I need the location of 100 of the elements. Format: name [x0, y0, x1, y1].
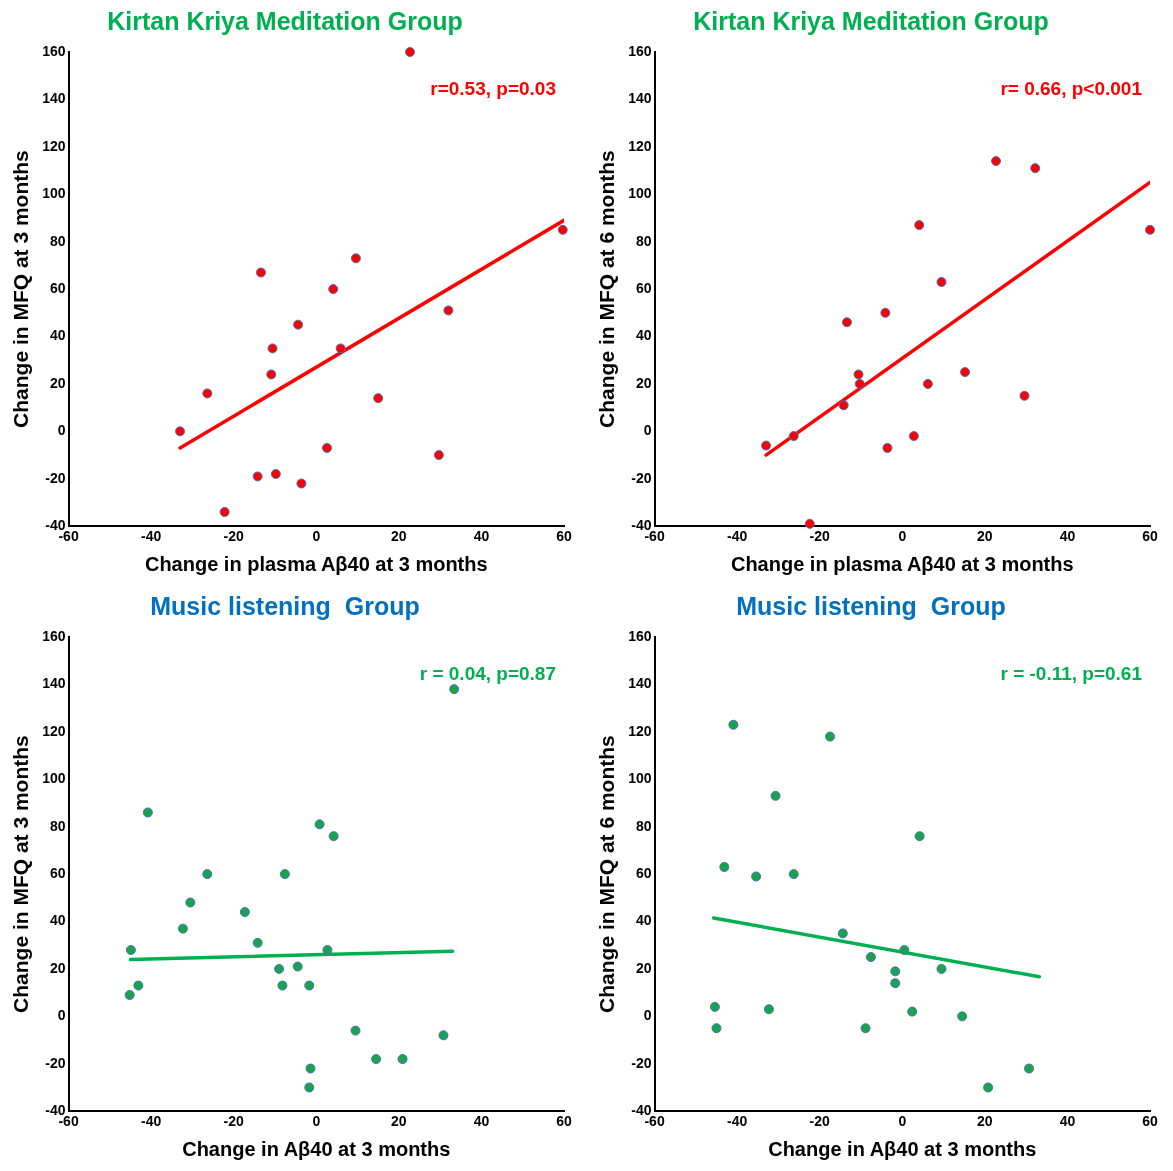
- x-tick-label: -40: [727, 1113, 748, 1130]
- point: [914, 831, 925, 842]
- x-tick-label: 60: [556, 1113, 572, 1130]
- x-tick-label: 40: [473, 528, 490, 545]
- x-tick-label: -20: [223, 1113, 245, 1130]
- x-tick-label: -40: [727, 528, 748, 545]
- point: [373, 393, 384, 404]
- y-tick-label: -20: [45, 469, 66, 486]
- y-tick-label: 140: [42, 90, 66, 107]
- point: [880, 307, 891, 318]
- y-tick-label: 40: [49, 327, 66, 344]
- point: [825, 731, 836, 742]
- y-tick-label: 60: [635, 279, 652, 296]
- point: [322, 944, 333, 955]
- point: [350, 1025, 361, 1036]
- point: [314, 819, 325, 830]
- x-axis-title: Change in plasma Aβ40 at 3 months: [144, 552, 488, 575]
- y-tick-label: 80: [635, 817, 652, 834]
- x-tick-label: 60: [556, 528, 572, 545]
- point: [983, 1082, 994, 1093]
- x-tick-label: 0: [898, 528, 907, 545]
- point: [202, 388, 213, 399]
- point: [292, 961, 303, 972]
- point: [328, 284, 339, 295]
- y-tick-label: 140: [628, 675, 652, 692]
- point: [1030, 163, 1041, 174]
- point: [860, 1023, 871, 1034]
- point: [728, 719, 739, 730]
- point: [350, 253, 361, 264]
- x-tick-label: -20: [809, 1113, 831, 1130]
- point: [335, 343, 346, 354]
- y-tick-label: 0: [57, 1007, 66, 1024]
- y-tick-label: -20: [631, 1054, 652, 1071]
- point: [202, 869, 213, 880]
- point: [252, 937, 263, 948]
- y-tick-label: 160: [628, 42, 652, 59]
- y-tick-label: 160: [628, 627, 652, 644]
- x-tick-label: 40: [473, 1113, 490, 1130]
- point: [936, 963, 947, 974]
- point: [709, 1001, 720, 1012]
- point: [788, 431, 799, 442]
- point: [1145, 224, 1155, 235]
- point: [854, 378, 865, 389]
- y-tick-label: 20: [49, 374, 66, 391]
- y-tick-label: 100: [628, 185, 652, 202]
- y-tick-label: 100: [42, 185, 66, 202]
- point: [890, 966, 901, 977]
- point: [914, 220, 925, 231]
- point: [305, 1063, 316, 1074]
- y-tick-label: 40: [49, 912, 66, 929]
- point: [270, 469, 281, 480]
- y-tick-label: 120: [42, 137, 66, 154]
- point: [175, 426, 186, 437]
- annotation: r = -0.11, p=0.61: [1000, 662, 1143, 684]
- point: [433, 450, 444, 461]
- point: [960, 367, 971, 378]
- y-tick-label: 40: [635, 327, 652, 344]
- y-tick-label: 140: [628, 90, 652, 107]
- point: [865, 952, 876, 963]
- point: [322, 442, 333, 453]
- point: [177, 923, 188, 934]
- point: [443, 305, 454, 316]
- point: [274, 963, 285, 974]
- point: [936, 276, 947, 287]
- chart-title: Music listening Group: [150, 591, 420, 620]
- point: [124, 990, 135, 1001]
- chart-title: Music listening Group: [736, 591, 1006, 620]
- point: [804, 518, 815, 529]
- point: [142, 807, 153, 818]
- chart-title: Kirtan Kriya Meditation Group: [107, 6, 463, 35]
- point: [719, 861, 730, 872]
- x-axis-title: Change in Aβ40 at 3 months: [768, 1137, 1037, 1160]
- point: [557, 224, 568, 235]
- y-tick-label: 100: [42, 770, 66, 787]
- point: [255, 267, 266, 278]
- annotation: r= 0.66, p<0.001: [1000, 77, 1143, 99]
- x-axis-title: Change in Aβ40 at 3 months: [182, 1137, 451, 1160]
- point: [449, 684, 460, 695]
- y-tick-label: 20: [635, 374, 652, 391]
- point: [293, 319, 304, 330]
- y-tick-label: 80: [635, 232, 652, 249]
- point: [328, 831, 339, 842]
- point: [837, 928, 848, 939]
- point: [711, 1023, 722, 1034]
- y-axis-title: Change in MFQ at 3 months: [9, 150, 33, 428]
- point: [761, 440, 772, 451]
- x-tick-label: 20: [391, 528, 407, 545]
- x-tick-label: 0: [312, 528, 321, 545]
- point: [751, 871, 762, 882]
- y-tick-label: 20: [49, 959, 66, 976]
- point: [991, 156, 1001, 167]
- x-tick-label: -40: [141, 1113, 162, 1130]
- x-axis-title: Change in plasma Aβ40 at 3 months: [730, 552, 1074, 575]
- point: [304, 980, 315, 991]
- y-tick-label: -20: [45, 1054, 66, 1071]
- x-tick-label: 60: [1142, 1113, 1158, 1130]
- y-axis-title: Change in MFQ at 6 months: [595, 150, 619, 428]
- point: [279, 869, 290, 880]
- y-axis-title: Change in MFQ at 3 months: [9, 735, 33, 1013]
- point: [899, 944, 910, 955]
